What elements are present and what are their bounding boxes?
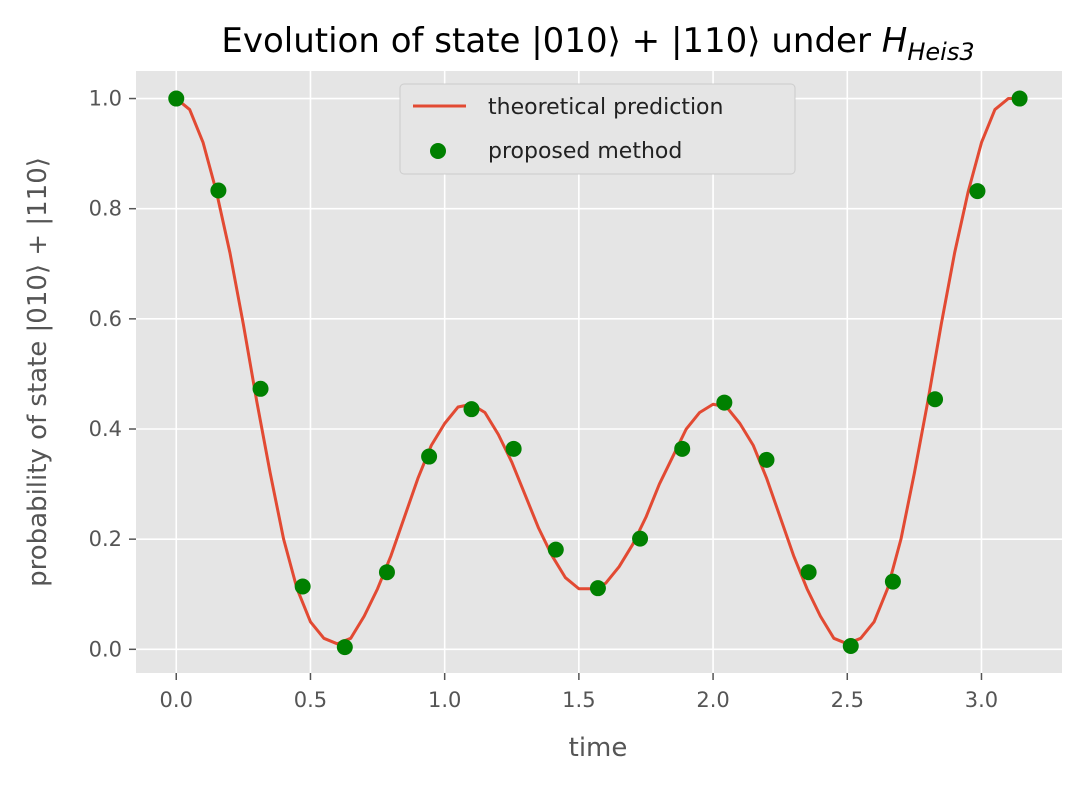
proposed-method-point <box>674 440 691 457</box>
x-tick-label: 0.0 <box>160 688 193 712</box>
x-tick-label: 2.5 <box>831 688 864 712</box>
proposed-method-point <box>800 564 817 581</box>
chart-title-sub: Heis3 <box>907 38 974 66</box>
y-ticks: 0.0 0.2 0.4 0.6 0.8 1.0 <box>89 87 136 661</box>
y-tick-label: 1.0 <box>89 87 122 111</box>
x-tick-label: 0.5 <box>294 688 327 712</box>
legend-label-proposed: proposed method <box>488 139 682 164</box>
proposed-method-point <box>927 391 944 408</box>
chart-title-main: Evolution of state |010⟩ + |110⟩ under <box>221 21 881 61</box>
proposed-method-point <box>210 182 227 199</box>
y-tick-label: 0.4 <box>89 417 122 441</box>
proposed-method-point <box>294 578 311 595</box>
x-tick-label: 3.0 <box>965 688 998 712</box>
y-tick-label: 0.8 <box>89 197 122 221</box>
legend-box <box>399 83 796 175</box>
legend-point-marker <box>430 143 446 159</box>
proposed-method-point <box>168 90 185 107</box>
y-axis-label: probability of state |010⟩ + |110⟩ <box>23 157 53 587</box>
proposed-method-point <box>589 580 606 597</box>
chart-title: Evolution of state |010⟩ + |110⟩ under H… <box>221 21 974 66</box>
proposed-method-point <box>842 638 859 655</box>
proposed-method-point <box>252 380 269 397</box>
proposed-method-point <box>421 448 438 465</box>
proposed-method-point <box>716 394 733 411</box>
proposed-method-point <box>632 530 649 547</box>
proposed-method-point <box>378 564 395 581</box>
y-tick-label: 0.2 <box>89 527 122 551</box>
y-tick-label: 0.6 <box>89 307 122 331</box>
legend-label-theoretical: theoretical prediction <box>488 95 723 120</box>
y-tick-label: 0.0 <box>89 637 122 661</box>
x-tick-label: 1.0 <box>428 688 461 712</box>
proposed-method-point <box>547 541 564 558</box>
x-tick-label: 2.0 <box>696 688 729 712</box>
x-tick-label: 1.5 <box>562 688 595 712</box>
proposed-method-point <box>1011 90 1028 107</box>
proposed-method-point <box>969 183 986 200</box>
proposed-method-point <box>884 573 901 590</box>
chart-title-var: H <box>882 21 908 61</box>
proposed-method-point <box>505 440 522 457</box>
x-ticks: 0.0 0.5 1.0 1.5 2.0 2.5 3.0 <box>160 673 998 712</box>
x-axis-label: time <box>569 733 628 763</box>
proposed-method-point <box>336 639 353 656</box>
proposed-method-point <box>463 401 480 418</box>
scatter-series <box>168 90 1028 656</box>
proposed-method-point <box>758 451 775 468</box>
legend: theoretical prediction proposed method <box>399 83 796 175</box>
